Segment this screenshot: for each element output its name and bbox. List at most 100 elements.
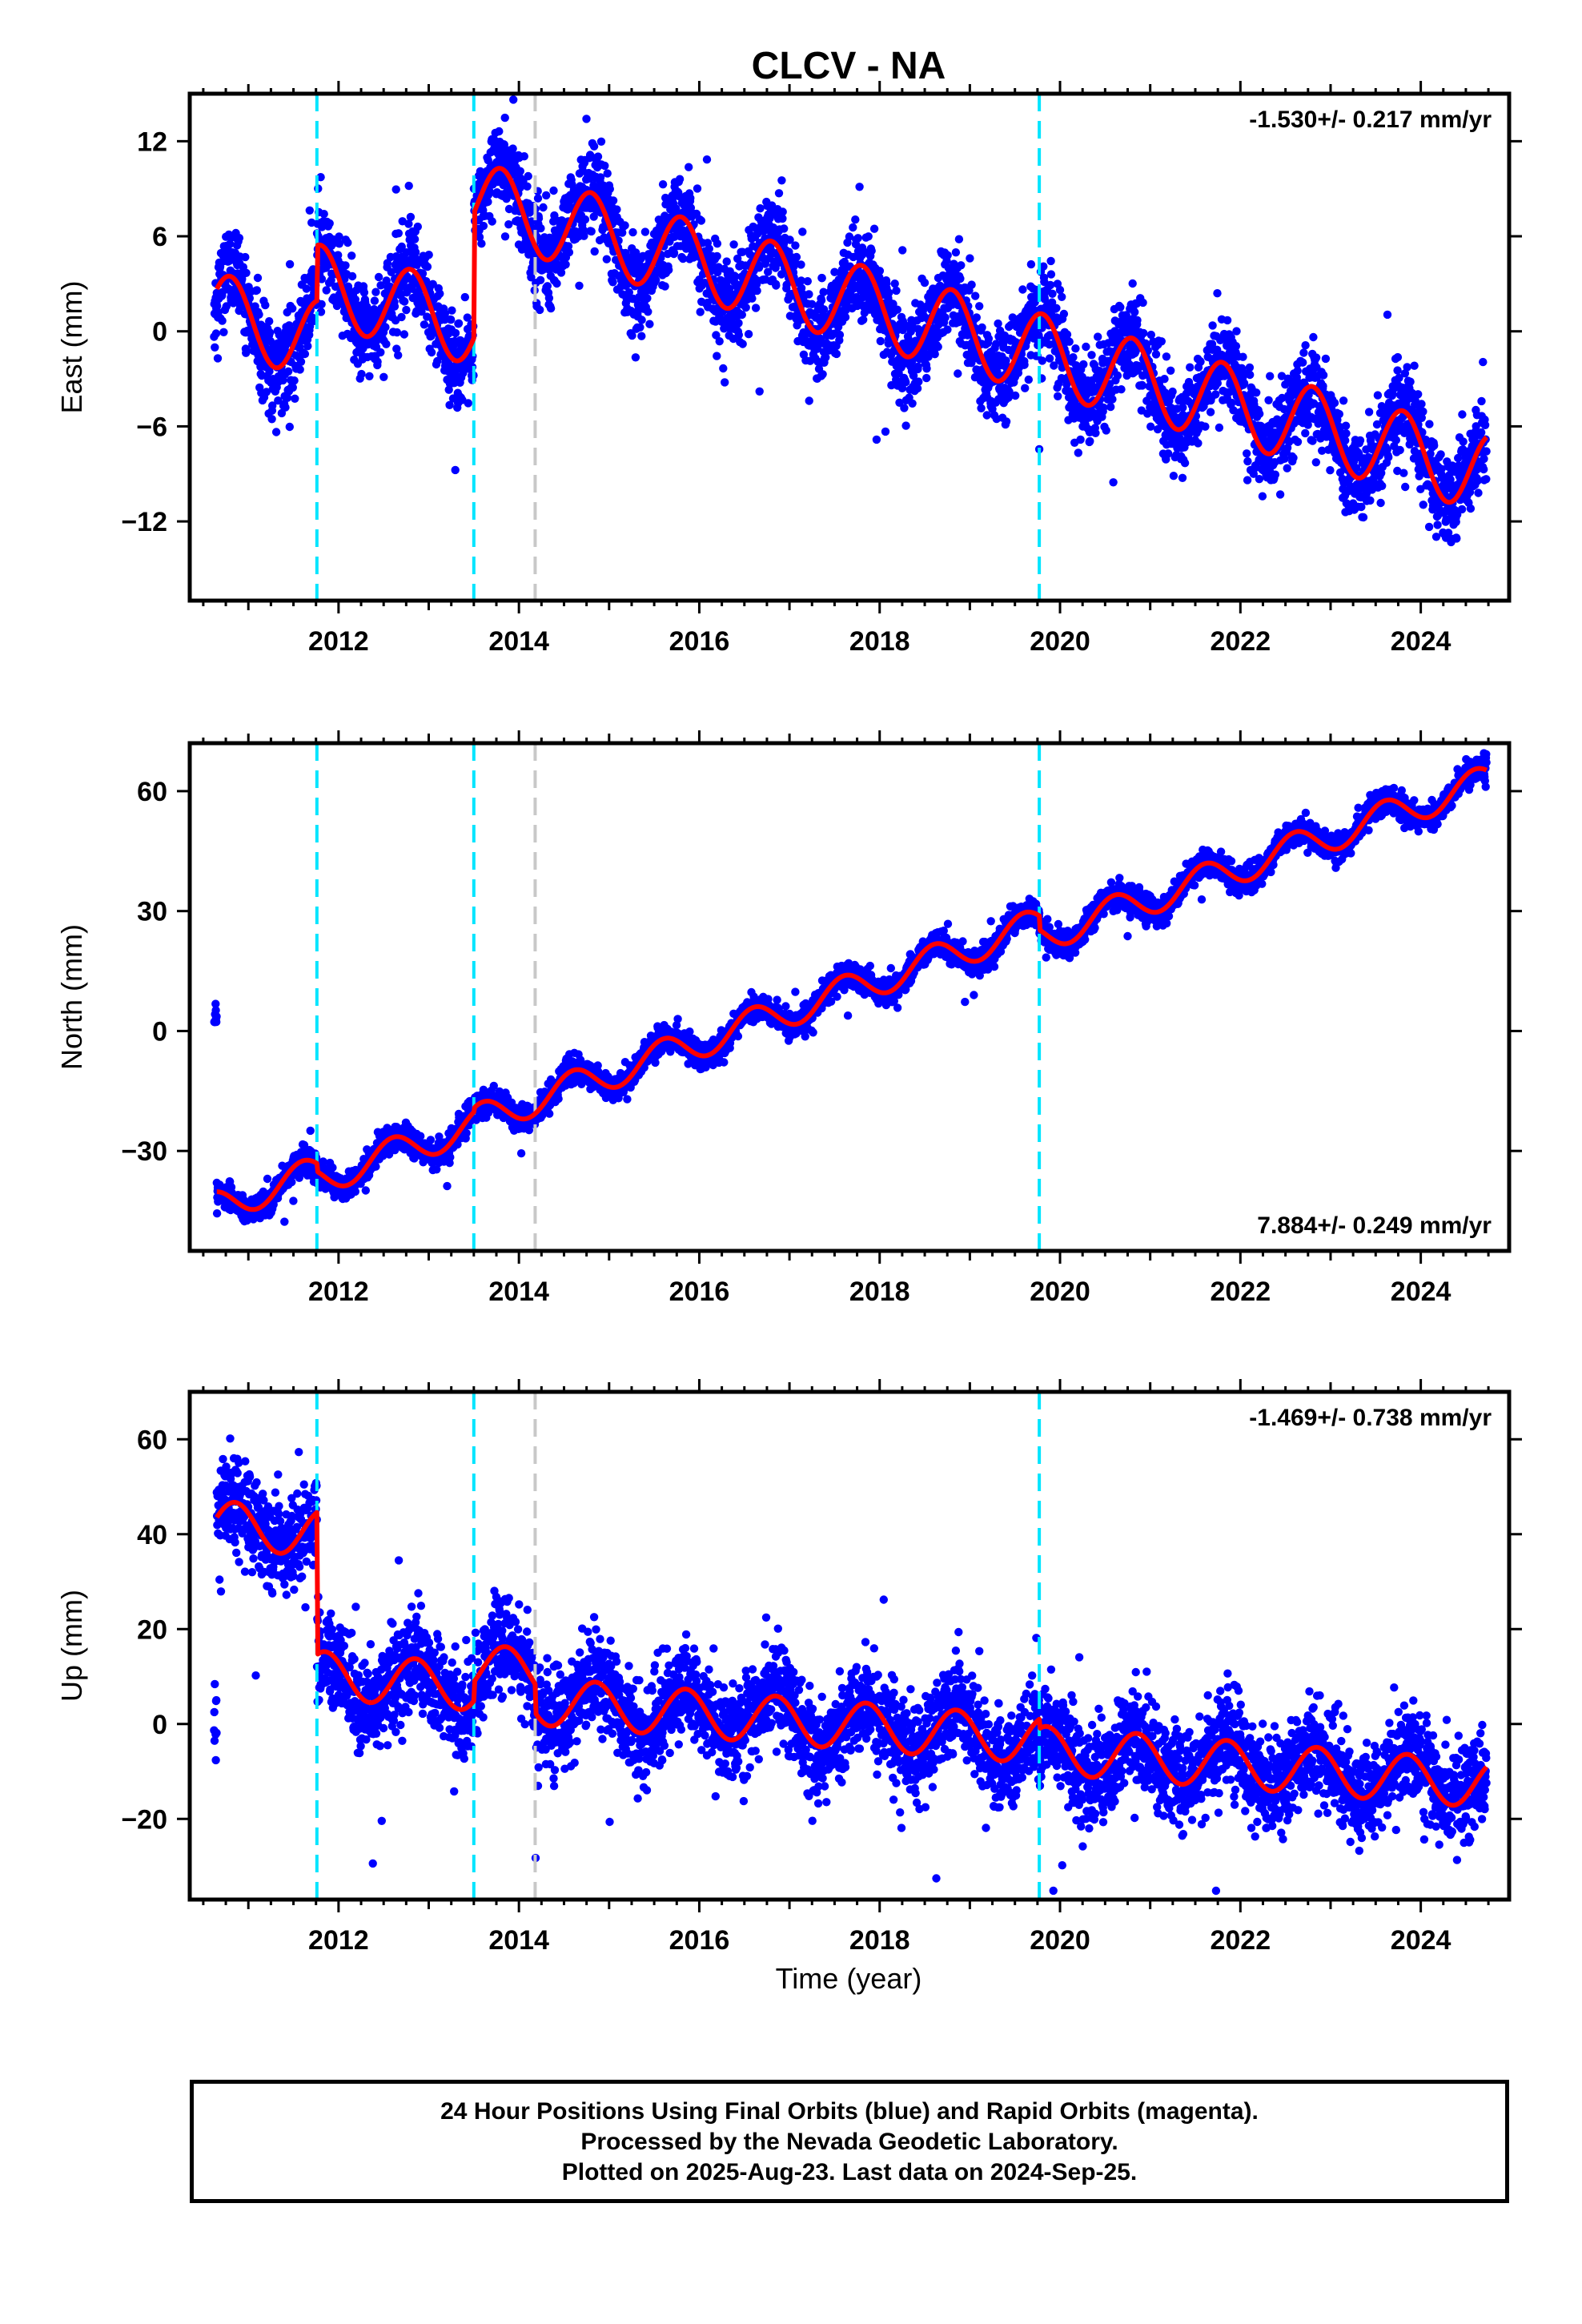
east-data-point [672, 204, 681, 213]
east-data-point [564, 242, 573, 251]
east-data-point [1399, 468, 1408, 477]
east-data-point [1055, 285, 1065, 295]
east-data-point [1146, 422, 1155, 431]
east-data-point [1157, 337, 1166, 346]
east-data-point [544, 294, 554, 303]
east-data-point [288, 304, 297, 313]
east-data-point [213, 354, 223, 363]
east-data-point [479, 221, 488, 231]
east-data-point [371, 287, 380, 296]
east-data-point [400, 297, 409, 306]
east-data-point [295, 365, 304, 374]
east-data-point [1211, 390, 1220, 399]
east-x-tick-label: 2018 [849, 626, 910, 657]
east-data-point [1482, 475, 1491, 484]
east-data-point [1166, 366, 1175, 375]
east-data-point [898, 246, 907, 255]
east-data-point [1117, 385, 1126, 394]
east-data-point [317, 300, 326, 309]
east-data-point [797, 260, 805, 269]
east-data-point [817, 274, 826, 283]
east-data-point [211, 343, 219, 352]
east-data-point [819, 305, 829, 314]
east-data-point [546, 304, 556, 313]
east-data-point [661, 193, 670, 203]
east-data-point [713, 251, 721, 261]
east-data-point [359, 282, 368, 291]
east-data-point [984, 334, 994, 344]
east-data-point [602, 255, 611, 263]
east-data-point [1113, 371, 1122, 380]
east-data-point [454, 319, 464, 328]
east-data-point [593, 152, 603, 161]
east-data-point [1109, 478, 1118, 487]
east-data-point [516, 183, 524, 192]
east-data-point [1319, 381, 1327, 391]
east-data-point [832, 349, 841, 359]
east-data-point [590, 247, 599, 256]
east-data-point [587, 227, 596, 236]
east-data-point [381, 323, 390, 332]
east-data-point [753, 286, 761, 296]
east-data-point [281, 403, 290, 412]
east-data-point [1162, 352, 1171, 361]
east-data-point [1417, 400, 1426, 408]
east-data-point [343, 238, 352, 247]
east-y-tick-label: −6 [136, 412, 167, 442]
east-data-point [392, 344, 401, 353]
east-data-point [351, 295, 359, 304]
east-x-tick-label: 2014 [488, 626, 549, 657]
east-data-point [1319, 371, 1328, 380]
east-data-point [1223, 316, 1232, 325]
east-data-point [978, 323, 986, 332]
east-x-tick-label: 2022 [1210, 626, 1271, 657]
east-data-point [951, 248, 961, 257]
east-data-point [303, 342, 312, 351]
east-data-point [764, 267, 773, 276]
east-data-point [255, 310, 263, 319]
east-data-point [379, 372, 388, 381]
east-data-point [628, 227, 637, 237]
east-data-point [1425, 420, 1434, 428]
east-data-point [686, 194, 695, 203]
east-data-point [300, 349, 310, 359]
east-data-point [1151, 350, 1161, 359]
east-data-point [316, 173, 325, 182]
east-data-point [242, 268, 251, 277]
east-data-point [1054, 392, 1062, 400]
east-data-point [261, 300, 270, 310]
panel-north: 2012 2014 2016 2018 2020 2022 2024−3003060Nort… [55, 730, 1522, 1307]
east-data-point [271, 428, 281, 436]
east-data-point [1178, 473, 1187, 482]
east-data-point [853, 234, 862, 243]
east-data-point [669, 248, 679, 258]
east-data-point [805, 396, 813, 405]
east-data-point [1480, 420, 1490, 429]
east-data-point [620, 221, 629, 230]
east-data-point [977, 404, 986, 412]
east-data-point [640, 227, 650, 236]
east-data-point [756, 204, 765, 213]
east-data-point [922, 373, 931, 383]
east-data-point [262, 388, 271, 396]
east-data-point [268, 401, 277, 410]
east-data-point [864, 232, 873, 241]
east-data-point [376, 281, 385, 290]
east-data-point [792, 252, 801, 262]
east-data-point [316, 308, 326, 316]
east-data-point [1059, 309, 1069, 319]
east-data-point [1180, 459, 1190, 468]
east-y-tick-label: 0 [152, 317, 167, 348]
east-data-point [661, 282, 669, 291]
east-data-point [520, 152, 528, 161]
east-data-point [1271, 470, 1280, 479]
east-data-point [867, 247, 876, 255]
east-data-point [428, 279, 437, 288]
east-data-point [1213, 289, 1222, 298]
north-plot-area [210, 743, 1491, 1251]
east-data-point [697, 216, 706, 225]
east-data-point [1138, 298, 1147, 308]
east-data-point [805, 290, 813, 299]
east-data-point [956, 274, 965, 283]
east-data-point [509, 95, 518, 104]
